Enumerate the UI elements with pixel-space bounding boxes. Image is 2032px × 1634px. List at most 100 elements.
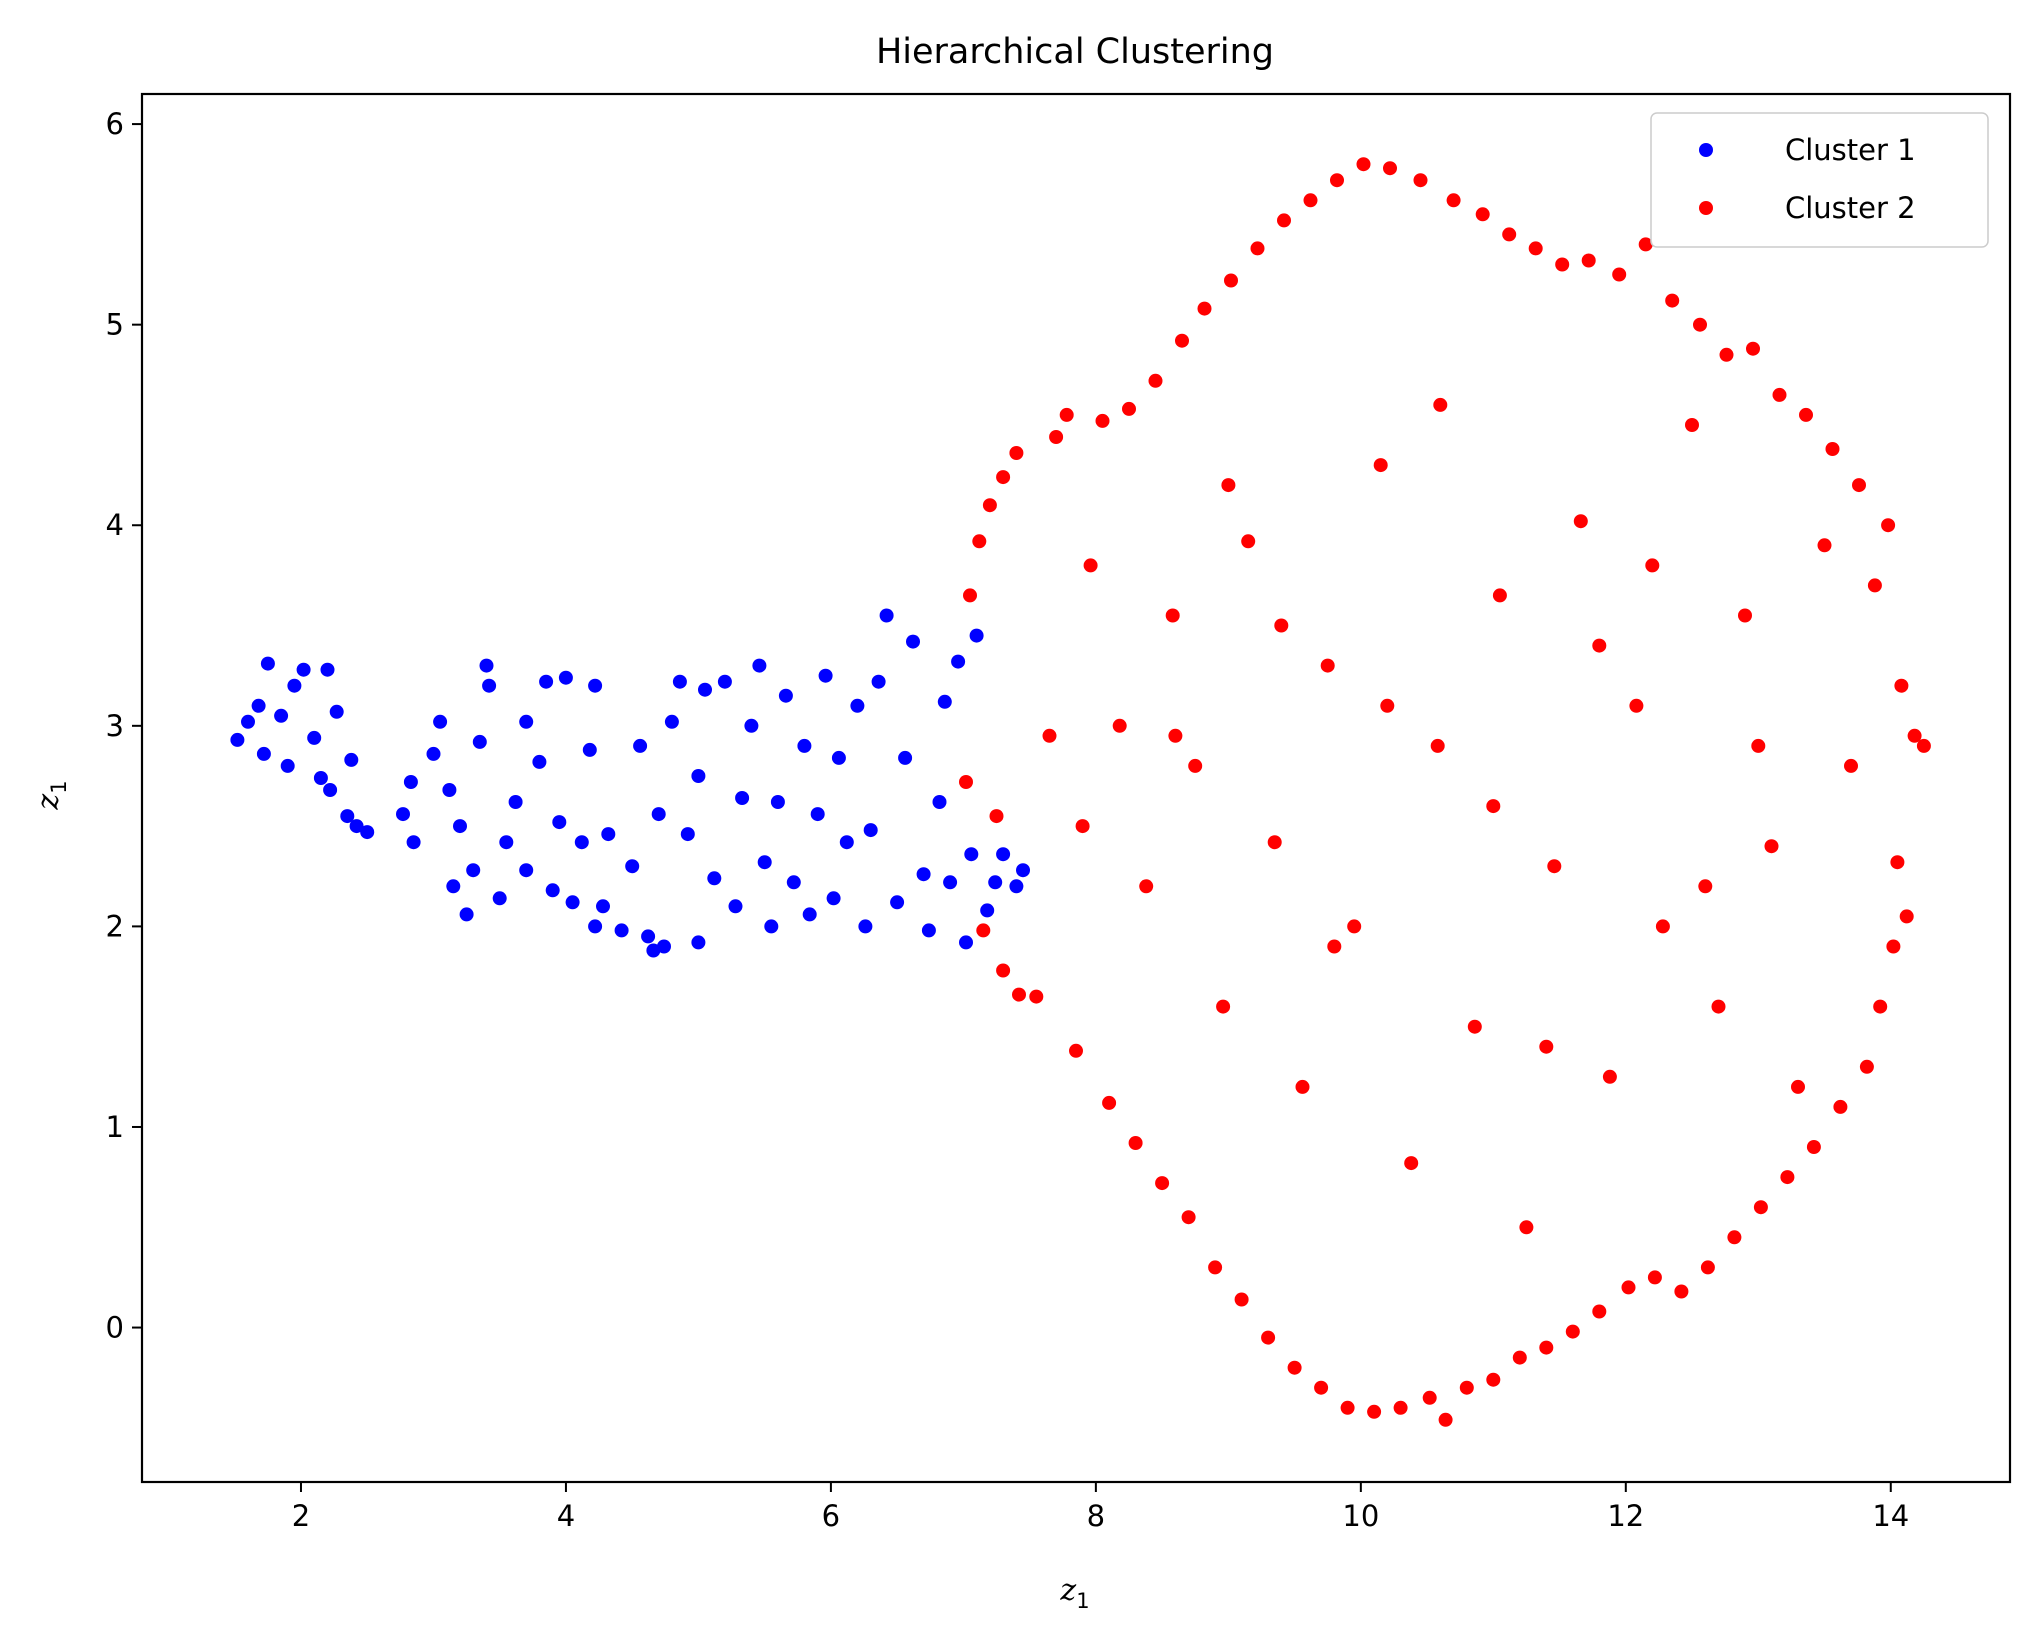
data-point xyxy=(433,714,448,729)
data-point xyxy=(320,662,335,677)
data-point xyxy=(1881,518,1896,533)
data-point xyxy=(1693,317,1707,332)
data-point xyxy=(1753,1200,1768,1215)
legend-label-cluster-2: Cluster 2 xyxy=(1785,191,1916,225)
data-point xyxy=(1711,999,1726,1014)
data-point xyxy=(797,738,812,753)
data-point xyxy=(1844,758,1858,773)
data-point xyxy=(1621,1280,1636,1295)
y-tick-label: 2 xyxy=(106,909,124,943)
data-point xyxy=(1519,1220,1534,1235)
data-point xyxy=(426,746,441,761)
data-point xyxy=(519,863,534,878)
data-point xyxy=(982,498,997,513)
data-point xyxy=(996,470,1011,485)
data-point xyxy=(287,678,302,693)
legend: Cluster 1 Cluster 2 xyxy=(1650,112,1989,248)
data-point xyxy=(230,732,245,747)
data-point xyxy=(921,923,936,938)
data-point xyxy=(274,708,289,723)
data-point xyxy=(871,674,886,689)
data-point xyxy=(1373,458,1388,473)
data-point xyxy=(698,682,712,697)
data-point xyxy=(360,825,375,840)
data-point xyxy=(280,758,295,773)
data-point xyxy=(313,771,328,785)
data-point xyxy=(1383,161,1397,176)
data-point xyxy=(1751,738,1766,753)
data-point xyxy=(906,634,920,649)
data-point xyxy=(1188,758,1203,773)
data-point xyxy=(1009,446,1024,460)
data-point xyxy=(633,738,648,753)
data-point xyxy=(969,628,984,643)
y-axis: 0 1 2 3 4 5 6 xyxy=(106,107,142,1345)
data-point xyxy=(988,875,1003,890)
data-point xyxy=(1049,430,1064,444)
data-point xyxy=(1719,347,1734,362)
data-point xyxy=(1274,618,1289,633)
data-point xyxy=(989,809,1004,824)
data-point xyxy=(1655,919,1670,934)
data-point xyxy=(863,823,878,838)
data-point xyxy=(1367,1404,1382,1419)
data-point xyxy=(614,923,629,938)
data-point xyxy=(508,795,523,809)
legend-marker-cluster-1 xyxy=(1699,143,1713,157)
data-point xyxy=(459,907,474,922)
data-point xyxy=(260,656,275,671)
data-point xyxy=(1122,401,1136,416)
data-point xyxy=(492,891,507,906)
data-point xyxy=(1012,987,1026,1002)
data-point xyxy=(976,923,991,938)
data-point xyxy=(1539,1340,1554,1355)
data-point xyxy=(1791,1079,1805,1094)
data-point xyxy=(1886,939,1901,954)
x-tick-label: 6 xyxy=(822,1499,840,1533)
data-point xyxy=(879,608,894,623)
data-point xyxy=(1029,989,1044,1004)
data-point xyxy=(937,694,952,709)
data-point xyxy=(1009,879,1024,894)
data-point xyxy=(1486,799,1501,814)
data-point xyxy=(1295,1079,1310,1094)
data-point xyxy=(1459,1380,1474,1395)
x-tick-label: 14 xyxy=(1872,1499,1909,1533)
series-2 xyxy=(959,157,1931,1427)
data-point xyxy=(651,807,666,822)
data-point xyxy=(596,899,610,914)
data-point xyxy=(1817,538,1832,553)
data-point xyxy=(1612,267,1627,282)
data-point xyxy=(1859,1059,1874,1074)
data-point xyxy=(717,674,732,689)
x-tick-label: 10 xyxy=(1342,1499,1379,1533)
data-point xyxy=(1102,1095,1117,1110)
data-point xyxy=(406,835,421,850)
data-point xyxy=(1422,1390,1437,1405)
data-point xyxy=(1320,658,1335,673)
y-tick-label: 4 xyxy=(106,508,124,542)
data-point xyxy=(1069,1043,1083,1058)
data-point xyxy=(1867,578,1882,593)
y-tick-label: 6 xyxy=(106,107,124,141)
data-point xyxy=(963,588,977,603)
chart-title: Hierarchical Clustering xyxy=(876,32,1274,72)
data-point xyxy=(601,827,616,842)
data-point xyxy=(1592,638,1607,653)
data-point xyxy=(1155,1176,1170,1191)
data-point xyxy=(1547,859,1562,874)
data-point xyxy=(1573,514,1588,529)
data-point xyxy=(1314,1380,1329,1395)
data-point xyxy=(1698,879,1713,894)
data-point xyxy=(1059,407,1074,422)
data-point xyxy=(657,939,671,954)
x-tick-label: 12 xyxy=(1607,1499,1644,1533)
data-point xyxy=(574,835,589,850)
data-point xyxy=(1780,1170,1795,1185)
data-point xyxy=(558,670,573,685)
data-point xyxy=(1165,608,1180,623)
data-point xyxy=(786,875,801,890)
data-point xyxy=(1224,273,1238,288)
data-point xyxy=(1340,1400,1355,1415)
data-point xyxy=(1016,863,1030,878)
